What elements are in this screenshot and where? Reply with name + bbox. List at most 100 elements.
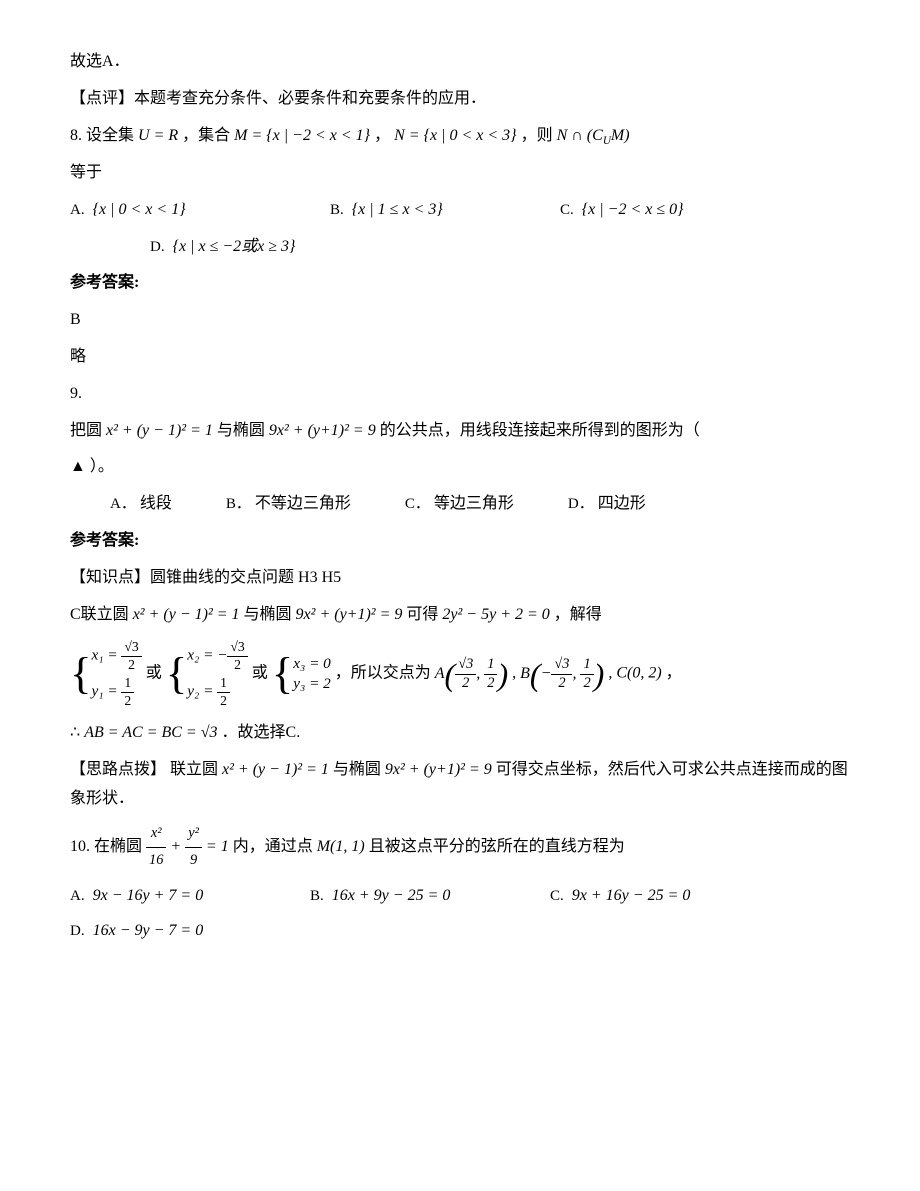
option-label: B.: [330, 202, 344, 218]
q10-number: 10.: [70, 838, 90, 855]
brace-icon: {: [70, 656, 92, 692]
sol-y: y₂ =: [187, 683, 217, 700]
frac-num: 1: [121, 675, 134, 692]
q9-exp-line1: C联立圆 x² + (y − 1)² = 1 与椭圆 9x² + (y+1)² …: [70, 601, 850, 630]
plus: +: [170, 838, 185, 855]
frac-den: 2: [121, 693, 134, 709]
q8-number: 8.: [70, 127, 82, 144]
option-label: C.: [550, 888, 564, 904]
expr-sub: U: [603, 135, 611, 147]
option-label: A.: [70, 888, 85, 904]
option-label: B．: [226, 496, 251, 512]
solution-2: { x₂ = −√32 y₂ = 12: [166, 637, 248, 711]
sol-x: x₁ =: [92, 647, 122, 664]
q10-text: 内，通过点: [233, 838, 317, 855]
q9-formula-circle: x² + (y − 1)² = 1: [106, 422, 213, 439]
option-text: 9x + 16y − 25 = 0: [572, 887, 691, 904]
therefore-text: ∴: [70, 724, 84, 741]
pt-label: B: [520, 665, 530, 682]
frac-num: 1: [580, 656, 593, 674]
q10-option-b[interactable]: B. 16x + 9y − 25 = 0: [310, 882, 550, 911]
answer-label: 参考答案:: [70, 527, 850, 556]
option-label: D.: [150, 239, 165, 255]
pt-label: A: [435, 665, 445, 682]
q9-tip: 【思路点拨】 联立圆 x² + (y − 1)² = 1 与椭圆 9x² + (…: [70, 756, 850, 814]
q8-formula-m: M = {x | −2 < x < 1}: [234, 127, 370, 144]
tip-formula: x² + (y − 1)² = 1: [222, 761, 329, 778]
q10-formula-m: M(1, 1): [317, 838, 365, 855]
q8-option-b[interactable]: B. {x | 1 ≤ x < 3}: [330, 196, 560, 225]
q10-option-c[interactable]: C. 9x + 16y − 25 = 0: [550, 882, 790, 911]
q8-stem-cont: 等于: [70, 159, 850, 188]
brace-icon: {: [272, 656, 294, 692]
tip-text: 联立圆: [170, 761, 222, 778]
frac-num: 1: [484, 656, 497, 674]
option-text: 16x + 9y − 25 = 0: [332, 887, 451, 904]
tip-formula: 9x² + (y+1)² = 9: [385, 761, 492, 778]
option-text: {x | 1 ≤ x < 3}: [352, 201, 443, 218]
q8-brief: 略: [70, 343, 850, 372]
kp-text: 圆锥曲线的交点问题 H3 H5: [150, 569, 341, 586]
option-text: {x | 0 < x < 1}: [93, 201, 186, 218]
brace-icon: {: [166, 656, 188, 692]
frac-num: √3: [551, 656, 572, 674]
frac-den: 2: [227, 657, 247, 673]
option-label: C.: [560, 202, 574, 218]
q9-text: ）。: [90, 458, 114, 475]
exp-formula: 2y² − 5y + 2 = 0: [442, 606, 549, 623]
sol-x: x₂ = −: [187, 647, 227, 664]
q9-exp-line3: ∴ AB = AC = BC = √3 ．故选择C.: [70, 719, 850, 748]
option-text: 16x − 9y − 7 = 0: [93, 922, 204, 939]
q8-text: 设全集: [86, 127, 138, 144]
exp-text: 与椭圆: [244, 606, 296, 623]
frac-num: x²: [146, 821, 166, 848]
q8-option-c[interactable]: C. {x | −2 < x ≤ 0}: [560, 196, 684, 225]
answer-label: 参考答案:: [70, 269, 850, 298]
exp-text: ，解得: [554, 606, 602, 623]
q9-text: 把圆: [70, 422, 106, 439]
q8-stem: 8. 设全集 U = R ，集合 M = {x | −2 < x < 1} ， …: [70, 122, 850, 151]
frac-den: 16: [146, 848, 166, 874]
expr-part: M): [611, 127, 630, 144]
q10-option-d[interactable]: D. 16x − 9y − 7 = 0: [70, 917, 310, 946]
point-c: C(0, 2): [616, 665, 661, 682]
comment-text: 本题考查充分条件、必要条件和充要条件的应用．: [134, 90, 486, 107]
q8-options-row1: A. {x | 0 < x < 1} B. {x | 1 ≤ x < 3} C.…: [70, 196, 850, 225]
q10-formula-ellipse: x²16 + y²9 = 1: [146, 838, 233, 855]
comment-label: 【点评】: [70, 90, 134, 107]
frac-den: 2: [551, 675, 572, 692]
q10-options: A. 9x − 16y + 7 = 0 B. 16x + 9y − 25 = 0…: [70, 882, 850, 952]
or-text: 或: [252, 665, 268, 682]
frac-num: √3: [121, 639, 141, 656]
q8-text: ，: [374, 127, 390, 144]
point-b: B(−√32, 12): [520, 665, 608, 682]
q9-text: 的公共点，用线段连接起来所得到的图形为（: [380, 422, 700, 439]
option-label: A.: [70, 202, 85, 218]
q9-option-d[interactable]: D．四边形: [568, 490, 646, 519]
exp-text: 可得: [406, 606, 442, 623]
q9-knowledge-point: 【知识点】圆锥曲线的交点问题 H3 H5: [70, 564, 850, 593]
option-label: B.: [310, 888, 324, 904]
option-label: D.: [70, 923, 85, 939]
expr-part: N ∩ (C: [557, 127, 603, 144]
option-label: C．: [405, 496, 430, 512]
q9-blank-line: ▲ ）。: [70, 453, 850, 482]
q9-option-b[interactable]: B．不等边三角形: [226, 490, 351, 519]
q9-option-a[interactable]: A．线段: [110, 490, 172, 519]
q8-option-d[interactable]: D. {x | x ≤ −2或x ≥ 3}: [150, 233, 850, 262]
sol-y: y₁ =: [92, 683, 122, 700]
q9-option-c[interactable]: C．等边三角形: [405, 490, 514, 519]
q9-number: 9.: [70, 380, 850, 409]
q8-text: ，则: [521, 127, 557, 144]
exp-formula: 9x² + (y+1)² = 9: [296, 606, 403, 623]
tip-text: 与椭圆: [333, 761, 385, 778]
q9-text: 与椭圆: [217, 422, 269, 439]
q9-stem: 把圆 x² + (y − 1)² = 1 与椭圆 9x² + (y+1)² = …: [70, 417, 850, 446]
q8-option-a[interactable]: A. {x | 0 < x < 1}: [70, 196, 330, 225]
q8-formula-n: N = {x | 0 < x < 3}: [394, 127, 516, 144]
solution-3: { x₃ = 0 y₃ = 2: [272, 653, 331, 695]
q8-answer: B: [70, 306, 850, 335]
q10-option-a[interactable]: A. 9x − 16y + 7 = 0: [70, 882, 310, 911]
sol-x: x₃ = 0: [293, 655, 330, 673]
frac-den: 2: [484, 675, 497, 692]
